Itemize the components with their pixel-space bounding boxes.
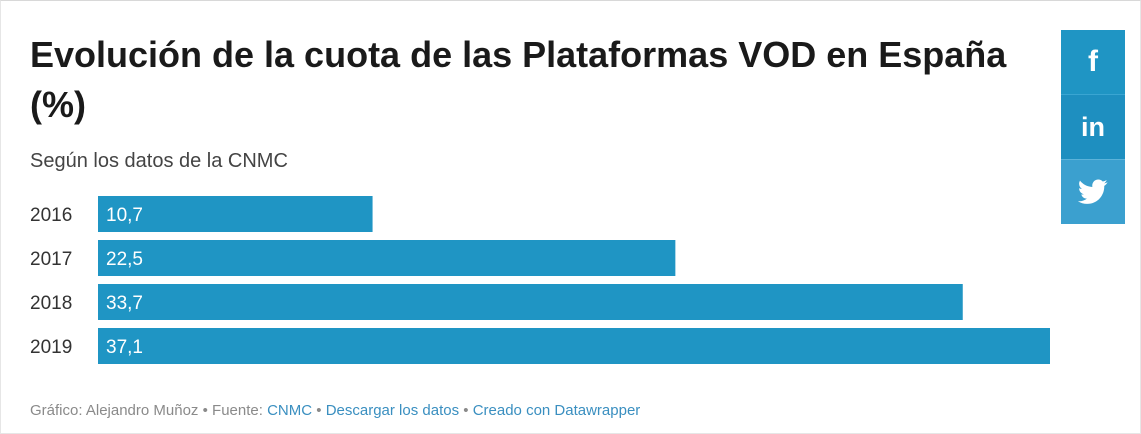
category-label-2019: 2019 [30, 337, 72, 358]
category-label-2017: 2017 [30, 249, 72, 270]
author-credit: Gráfico: Alejandro Muñoz [30, 402, 199, 419]
datawrapper-link[interactable]: Creado con Datawrapper [472, 402, 641, 419]
twitter-share-button[interactable] [1061, 159, 1125, 224]
bar-2018 [98, 284, 963, 320]
facebook-icon: f [1088, 45, 1098, 78]
category-label-2016: 2016 [30, 205, 72, 226]
chart-footer: Gráfico: Alejandro Muñoz • Fuente: CNMC … [30, 402, 640, 419]
bar-2017 [98, 240, 676, 276]
footer-separator: • [202, 402, 208, 419]
source-label: Fuente: [212, 402, 263, 419]
footer-separator: • [316, 402, 322, 419]
value-label-2019: 37,1 [106, 337, 143, 358]
linkedin-icon: in [1081, 111, 1105, 142]
bar-2016 [98, 196, 373, 232]
value-label-2016: 10,7 [106, 205, 143, 226]
value-label-2018: 33,7 [106, 293, 143, 314]
chart-title: Evolución de la cuota de las Plataformas… [30, 34, 1007, 125]
chart-subtitle: Según los datos de la CNMC [30, 150, 288, 172]
facebook-share-button[interactable]: f [1061, 30, 1125, 94]
bar-chart: 2016 10,7 2017 22,5 2018 33,7 2019 37,1 [30, 196, 1050, 364]
social-share-bar: f in [1061, 30, 1125, 224]
bar-2019 [98, 328, 1050, 364]
value-label-2017: 22,5 [106, 249, 143, 270]
twitter-icon [1078, 179, 1108, 204]
footer-separator: • [463, 402, 469, 419]
download-data-link[interactable]: Descargar los datos [325, 402, 460, 419]
category-label-2018: 2018 [30, 293, 72, 314]
source-link[interactable]: CNMC [267, 402, 313, 419]
linkedin-share-button[interactable]: in [1061, 94, 1125, 159]
